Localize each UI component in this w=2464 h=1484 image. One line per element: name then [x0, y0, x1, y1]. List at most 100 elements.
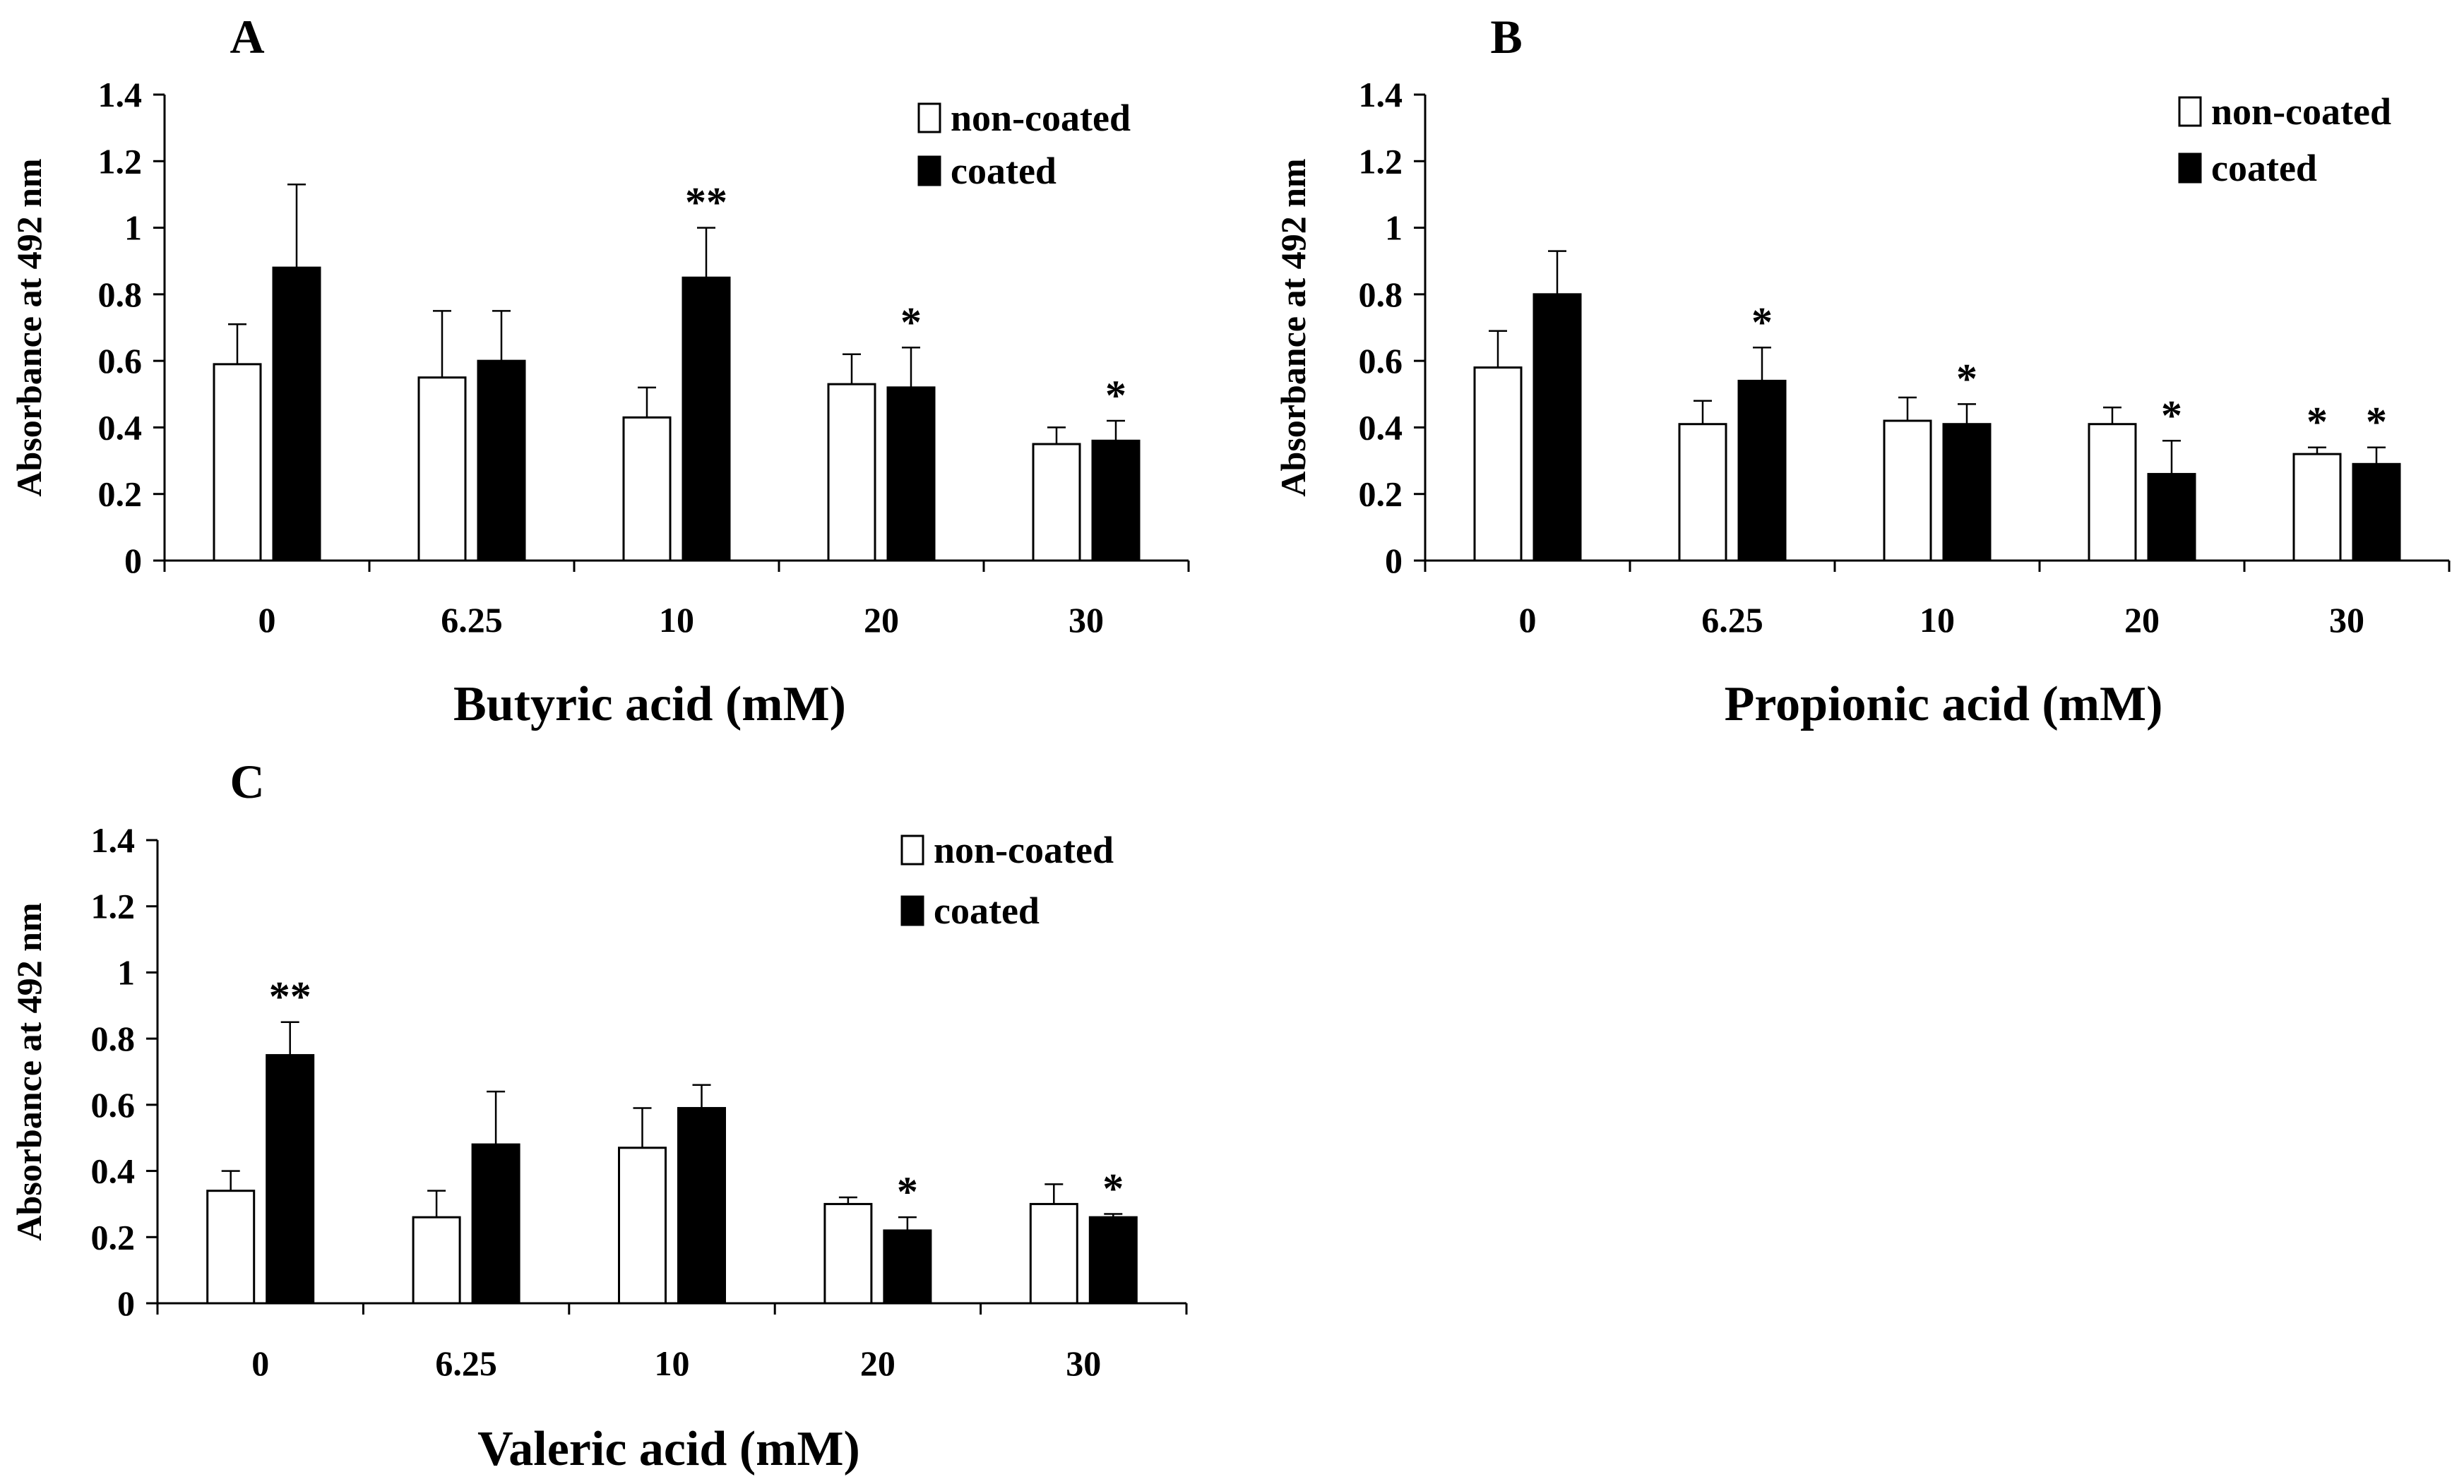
x-category-label: 0	[251, 1344, 269, 1383]
y-tick-label: 1.4	[91, 820, 136, 860]
legend-swatch-coated	[900, 895, 924, 926]
y-tick-label: 1.2	[1359, 141, 1403, 181]
bar-non-coated-10	[622, 416, 672, 562]
bar-coated-10	[677, 1107, 726, 1305]
significance-mark: *	[2366, 399, 2387, 445]
x-axis-title: Butyric acid (mM)	[453, 677, 846, 731]
significance-mark: *	[2161, 392, 2182, 438]
panel-letter: C	[230, 755, 264, 808]
bar-non-coated-30	[2292, 453, 2342, 562]
x-category-label: 20	[2124, 600, 2160, 640]
legend-label-non-coated: non-coated	[934, 829, 1114, 871]
legend-label-coated: coated	[2211, 147, 2317, 189]
x-category-label: 10	[1920, 600, 1955, 640]
bar-coated-20	[886, 386, 936, 562]
y-tick-label: 0.4	[91, 1151, 136, 1191]
legend-label-coated: coated	[951, 150, 1057, 192]
y-tick-label: 0.4	[1359, 407, 1403, 447]
x-category-label: 30	[1069, 600, 1104, 640]
y-tick-label: 0.4	[98, 407, 143, 447]
x-category-label: 10	[655, 1344, 690, 1383]
significance-mark: *	[1751, 299, 1773, 345]
significance-mark: *	[1956, 355, 1977, 402]
legend-swatch-non-coated	[2178, 96, 2202, 127]
chart-panel-b: B 0 0.2 0.4 0.6 0.8 1 1.2 1.4 0 * 6.25 * 10 * 20 * * 30 Pro…	[1273, 10, 2451, 731]
x-axis-title: Valeric acid (mM)	[477, 1422, 860, 1476]
x-category-label: 10	[659, 600, 694, 640]
legend-swatch-non-coated	[917, 102, 941, 133]
y-tick-label: 0.8	[1359, 275, 1403, 314]
panel-letter: A	[230, 10, 264, 64]
bar-coated-6.25	[471, 1143, 520, 1305]
y-tick-label: 1	[124, 208, 142, 248]
bar-non-coated-6.25	[417, 376, 467, 562]
y-tick-label: 0	[117, 1283, 135, 1323]
x-category-label: 20	[860, 1344, 895, 1383]
bar-non-coated-30	[1032, 443, 1081, 562]
y-tick-label: 0.6	[98, 341, 143, 381]
y-tick-label: 1	[117, 952, 135, 992]
y-axis-title: Absorbance at 492 nm	[9, 158, 49, 496]
significance-mark: *	[1105, 372, 1126, 419]
chart-panel-c: C 0 0.2 0.4 0.6 0.8 1 1.2 1.4 ** 0 6.25 10 * 20 * 30 Vale…	[9, 755, 1188, 1476]
significance-mark: *	[1102, 1165, 1124, 1211]
bar-coated-10	[1942, 423, 1992, 562]
y-tick-label: 0	[124, 541, 142, 580]
bar-non-coated-10	[618, 1147, 667, 1305]
significance-mark: *	[897, 1168, 918, 1215]
bar-non-coated-20	[823, 1202, 873, 1305]
x-category-label: 30	[1066, 1344, 1101, 1383]
legend-label-coated: coated	[934, 890, 1040, 932]
y-tick-label: 0.6	[91, 1085, 136, 1125]
y-tick-label: 1.2	[98, 141, 143, 181]
legend-label-non-coated: non-coated	[951, 97, 1131, 139]
significance-mark: **	[685, 179, 727, 226]
bar-coated-6.25	[477, 359, 526, 562]
bar-non-coated-0	[206, 1190, 256, 1305]
significance-mark: *	[2307, 399, 2328, 445]
x-category-label: 30	[2329, 600, 2364, 640]
x-axis-title: Propionic acid (mM)	[1725, 677, 2163, 731]
y-tick-label: 0.2	[1359, 474, 1403, 514]
panel-letter: B	[1490, 10, 1522, 64]
y-tick-label: 1.2	[91, 887, 136, 926]
bar-coated-30	[1091, 439, 1141, 562]
bar-coated-10	[682, 276, 731, 562]
bar-non-coated-6.25	[412, 1216, 461, 1305]
y-tick-label: 0.2	[91, 1217, 136, 1257]
y-tick-label: 0.8	[98, 275, 143, 314]
y-axis-title: Absorbance at 492 nm	[9, 902, 49, 1240]
x-category-label: 6.25	[435, 1344, 497, 1383]
bar-coated-0	[272, 266, 321, 562]
y-tick-label: 1.4	[1359, 75, 1403, 114]
bar-coated-30	[1088, 1216, 1138, 1305]
legend-swatch-coated	[917, 155, 941, 186]
bar-coated-30	[2352, 462, 2401, 562]
bar-non-coated-20	[827, 383, 876, 562]
legend-label-non-coated: non-coated	[2211, 90, 2391, 133]
legend-swatch-coated	[2178, 152, 2202, 184]
bar-non-coated-0	[213, 363, 262, 562]
bar-non-coated-10	[1883, 419, 1932, 562]
bar-coated-20	[2147, 472, 2196, 562]
y-tick-label: 1	[1385, 208, 1403, 248]
x-category-label: 0	[1519, 600, 1537, 640]
y-tick-label: 1.4	[98, 75, 143, 114]
bar-coated-20	[883, 1229, 932, 1305]
y-tick-label: 0.8	[91, 1019, 136, 1058]
y-tick-label: 0	[1385, 541, 1403, 580]
chart-panel-a: A 0 0.2 0.4 0.6 0.8 1 1.2 1.4 0 6.25 ** 10 * 20 * 30 Buty…	[9, 10, 1190, 731]
legend-swatch-non-coated	[900, 834, 924, 866]
bar-coated-6.25	[1737, 379, 1787, 562]
bar-coated-0	[266, 1054, 315, 1305]
bar-non-coated-30	[1029, 1202, 1078, 1305]
significance-mark: *	[900, 299, 922, 345]
x-category-label: 20	[864, 600, 899, 640]
x-category-label: 6.25	[1701, 600, 1763, 640]
bar-coated-0	[1532, 293, 1582, 562]
bar-non-coated-6.25	[1678, 423, 1727, 562]
bar-non-coated-0	[1473, 366, 1523, 562]
x-category-label: 0	[258, 600, 276, 640]
significance-mark: **	[269, 974, 311, 1020]
